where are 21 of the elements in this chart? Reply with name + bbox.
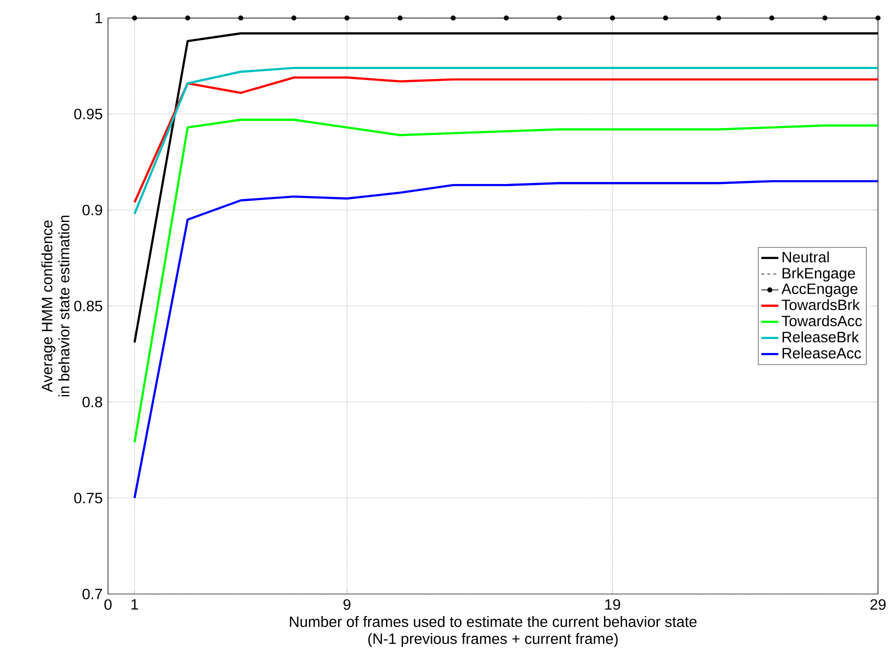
y-tick-label: 0.95: [74, 108, 102, 120]
y-axis-title: Average HMM confidence in behavior state estimation: [41, 216, 70, 396]
y-tick-label: 0.85: [74, 300, 102, 312]
legend-label: TowardsBrk: [782, 299, 860, 310]
y-tick-label: 0.75: [74, 492, 102, 504]
x-tick-label: 0: [104, 599, 112, 610]
legend-label: TowardsAcc: [782, 315, 862, 326]
x-axis-title: Number of frames used to estimate the current behavior state (N-1 previous frames + current frame): [290, 616, 697, 647]
legend-label: ReleaseBrk: [782, 331, 859, 342]
x-tick-label: 29: [870, 599, 886, 610]
y-tick-label: 0.9: [82, 204, 102, 216]
y-tick-label: 1: [96, 12, 102, 24]
legend-label: BrkEngage: [782, 268, 855, 282]
legend-label: ReleaseAcc: [782, 347, 862, 358]
y-tick-label: 0.8: [82, 396, 102, 408]
x-tick-label: 1: [132, 599, 138, 610]
y-tick-label: 0.7: [82, 588, 102, 600]
x-tick-label: 19: [605, 599, 620, 610]
legend-label: Neutral: [782, 251, 829, 262]
legend-label: AccEngage: [781, 284, 858, 298]
x-tick-label: 9: [344, 599, 350, 610]
